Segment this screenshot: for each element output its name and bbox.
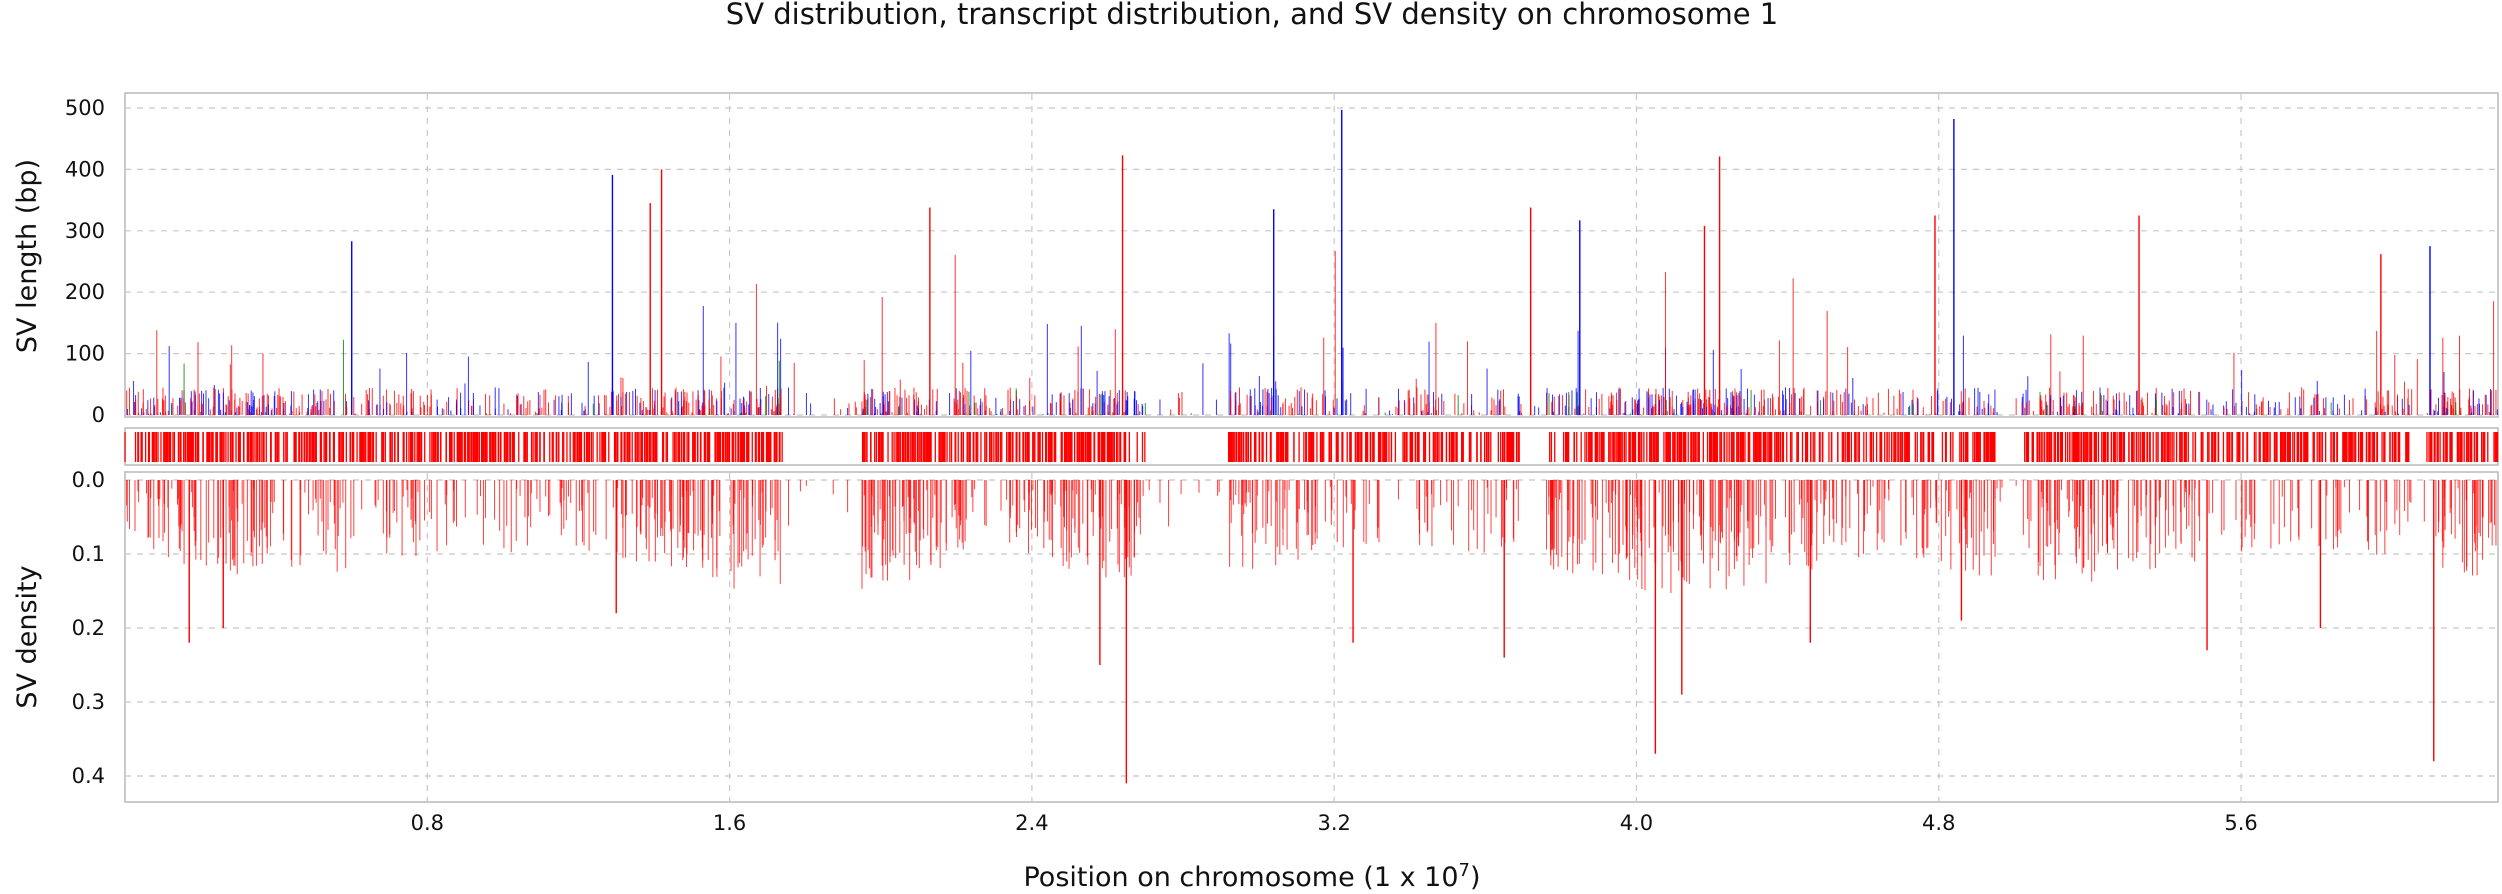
x-axis-label-suffix: ) [1470, 862, 1481, 893]
y-tick-label-sv-length: 0 [92, 403, 105, 427]
y-tick-label-sv-density: 0.0 [72, 468, 105, 492]
x-axis-label: Position on chromosome (1 x 107) [1023, 860, 1480, 893]
y-tick-label-sv-density: 0.2 [72, 616, 105, 640]
y-tick-label-sv-density: 0.1 [72, 542, 105, 566]
y-tick-label-sv-length: 100 [65, 342, 105, 366]
y-tick-label-sv-density: 0.4 [72, 764, 105, 788]
y-tick-label-sv-density: 0.3 [72, 690, 105, 714]
tick-labels: 0.8 1.6 2.4 3.2 4.0 4.8 5.6 0 100 200 300 400 500 0.0… [65, 96, 2258, 835]
x-tick-label: 3.2 [1317, 811, 1350, 835]
x-axis-label-exponent: 7 [1459, 860, 1470, 881]
y-tick-label-sv-length: 300 [65, 219, 105, 243]
x-axis-label-text: Position on chromosome (1 x 10 [1023, 862, 1458, 893]
chart-title: SV distribution, transcript distribution… [726, 0, 1778, 31]
sv-length-bars [126, 251, 2498, 415]
transcript-bars [124, 432, 2499, 462]
highlight-bars [188, 109, 2435, 784]
y-tick-label-sv-length: 200 [65, 280, 105, 304]
grid-layer [125, 94, 2498, 801]
x-tick-label: 4.8 [1922, 811, 1955, 835]
y-axis-label-sv-density: SV density [12, 565, 43, 708]
x-tick-label: 5.6 [2224, 811, 2257, 835]
y-tick-label-sv-length: 500 [65, 96, 105, 120]
y-tick-label-sv-length: 400 [65, 157, 105, 181]
x-tick-label: 1.6 [713, 811, 746, 835]
x-tick-label: 0.8 [411, 811, 444, 835]
y-axis-label-sv-length: SV length (bp) [12, 159, 43, 353]
x-tick-label: 2.4 [1015, 811, 1048, 835]
sv-length-panel-frame [124, 92, 2499, 418]
x-tick-label: 4.0 [1620, 811, 1653, 835]
sv-density-panel-frame [124, 471, 2499, 803]
